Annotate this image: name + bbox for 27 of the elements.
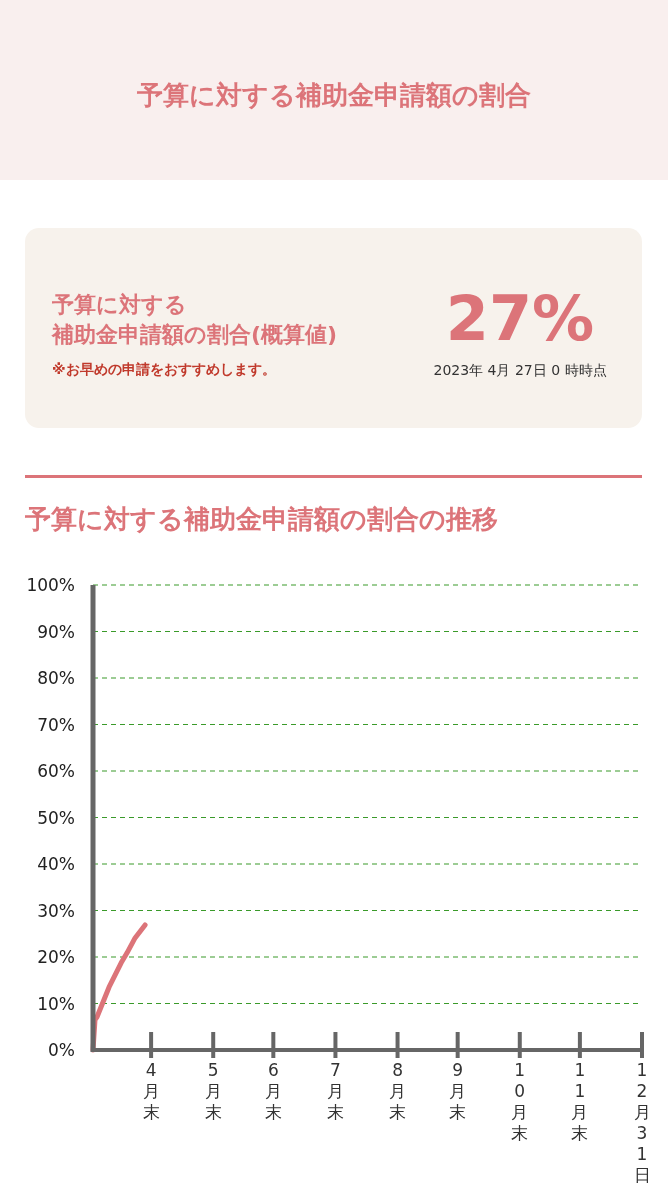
text: 予算に対する [51,292,187,317]
y-tick-label: 10% [37,993,75,1014]
y-tick-label: 80% [37,668,75,688]
x-tick-label: 9月末 [449,1060,467,1122]
text: 補助金申請額の割合(概算値) [51,322,338,347]
y-tick-label: 0% [48,1040,75,1060]
y-tick-label: 60% [37,761,75,781]
text: 27% [445,282,595,355]
x-tick-label: 11月末 [571,1060,589,1143]
y-tick-label: 100% [26,575,75,595]
text: ※お早めの申請をおすすめします。 [52,361,276,377]
x-tick-label: 7月末 [326,1060,344,1122]
text: 予算に対する補助金申請額の割合 [136,80,531,110]
y-tick-label: 40% [37,854,75,874]
x-tick-label: 4月末 [142,1060,160,1122]
x-tick-label: 10月末 [511,1060,529,1143]
y-tick-label: 90% [37,621,75,642]
y-tick-label: 20% [37,947,75,967]
y-tick-label: 50% [37,807,75,828]
y-tick-label: 30% [37,900,75,921]
chart-title: 予算に対する補助金申請額の割合の推移 [24,504,498,534]
x-tick-label: 8月末 [389,1060,407,1122]
text: 2023年 4月 27日 0 時時点 [433,362,607,378]
x-tick-label: 6月末 [264,1060,282,1122]
x-tick-label: 5月末 [204,1060,222,1122]
x-tick-label: 12月31日 [633,1060,651,1185]
y-tick-label: 70% [37,714,75,735]
